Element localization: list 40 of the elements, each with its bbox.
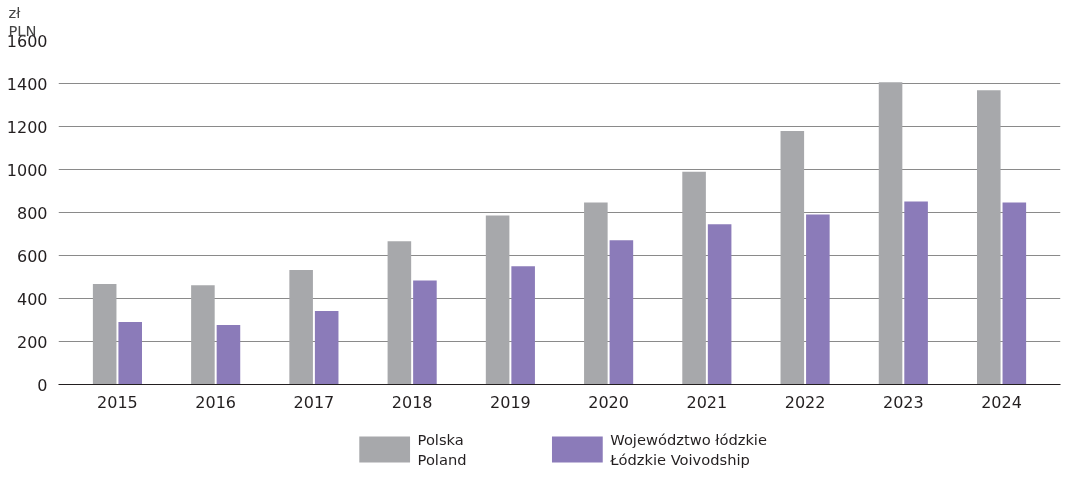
x-tick-label: 2023 — [882, 392, 924, 412]
y-tick-label: 800 — [16, 203, 48, 223]
bar — [289, 270, 313, 385]
x-tick-label: 2016 — [195, 392, 237, 412]
y-tick-label: 1000 — [6, 160, 48, 180]
x-tick-label: 2021 — [686, 392, 728, 412]
legend-label: Województwo łódzkie Łódzkie Voivodship — [609, 430, 767, 469]
bar — [780, 131, 805, 385]
bar — [682, 171, 706, 385]
y-tick-label: 0 — [37, 375, 48, 395]
x-tick-label: 2024 — [981, 392, 1022, 412]
bar — [904, 201, 928, 385]
y-tick-label: 200 — [16, 332, 48, 352]
bar — [609, 240, 634, 385]
x-tick-label: 2019 — [490, 392, 531, 412]
bar — [216, 324, 241, 385]
bar — [707, 224, 732, 385]
y-tick-label: 1200 — [6, 117, 48, 137]
bar — [806, 214, 830, 385]
bar — [485, 215, 510, 385]
bar — [878, 82, 903, 385]
x-tick-label: 2018 — [391, 392, 433, 412]
x-tick-label: 2020 — [588, 392, 629, 412]
bar — [584, 202, 608, 385]
bar — [92, 284, 117, 385]
bar — [314, 310, 339, 385]
bar — [191, 285, 215, 385]
bar — [118, 321, 142, 385]
x-tick-label: 2017 — [293, 392, 335, 412]
bar — [1002, 202, 1027, 385]
bar — [977, 90, 1001, 385]
bar — [387, 241, 412, 385]
y-tick-label: 600 — [16, 246, 48, 266]
bar — [511, 266, 535, 385]
x-tick-label: 2022 — [784, 392, 826, 412]
y-tick-label: 1400 — [6, 74, 48, 94]
bar — [413, 280, 437, 385]
legend-label: Polska Poland — [417, 430, 467, 469]
x-tick-label: 2015 — [97, 392, 138, 412]
y-tick-label: 400 — [16, 289, 48, 309]
